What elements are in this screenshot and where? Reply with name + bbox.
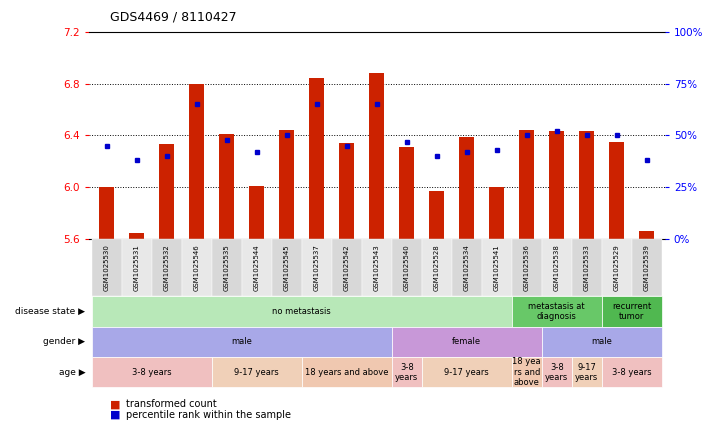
Text: 18 yea
rs and
above: 18 yea rs and above (513, 357, 541, 387)
Bar (279, 130, 294, 239)
Bar (459, 137, 474, 239)
Bar (220, 134, 235, 239)
Text: no metastasis: no metastasis (272, 307, 331, 316)
Bar (159, 144, 174, 239)
Bar (579, 132, 594, 239)
Text: GSM1025538: GSM1025538 (554, 244, 560, 291)
Text: GSM1025542: GSM1025542 (344, 244, 350, 291)
Text: GSM1025533: GSM1025533 (584, 244, 590, 291)
Text: 9-17
years: 9-17 years (575, 363, 599, 382)
Text: 3-8
years: 3-8 years (545, 363, 568, 382)
Bar (489, 187, 504, 239)
Text: transformed count: transformed count (126, 399, 217, 409)
Text: GSM1025543: GSM1025543 (374, 244, 380, 291)
Bar (429, 191, 444, 239)
Text: gender ▶: gender ▶ (43, 337, 85, 346)
Bar (129, 233, 144, 239)
Text: ■: ■ (110, 399, 121, 409)
Text: GSM1025546: GSM1025546 (194, 244, 200, 291)
Bar (309, 78, 324, 239)
Text: GSM1025536: GSM1025536 (524, 244, 530, 291)
Text: male: male (592, 337, 612, 346)
Text: GSM1025537: GSM1025537 (314, 244, 320, 291)
Text: GSM1025531: GSM1025531 (134, 244, 140, 291)
Text: GSM1025532: GSM1025532 (164, 244, 170, 291)
Bar (369, 73, 385, 239)
Text: 3-8 years: 3-8 years (132, 368, 171, 377)
Bar (609, 142, 624, 239)
Bar (189, 84, 204, 239)
Text: disease state ▶: disease state ▶ (16, 307, 85, 316)
Text: GSM1025544: GSM1025544 (254, 244, 260, 291)
Text: GSM1025539: GSM1025539 (643, 244, 650, 291)
Text: female: female (452, 337, 481, 346)
Text: GSM1025534: GSM1025534 (464, 244, 470, 291)
Text: recurrent
tumor: recurrent tumor (612, 302, 651, 321)
Text: 9-17 years: 9-17 years (444, 368, 489, 377)
Text: GDS4469 / 8110427: GDS4469 / 8110427 (110, 10, 237, 23)
Text: ■: ■ (110, 410, 121, 420)
Bar (550, 132, 565, 239)
Text: GSM1025529: GSM1025529 (614, 244, 620, 291)
Text: metastasis at
diagnosis: metastasis at diagnosis (528, 302, 585, 321)
Bar (100, 187, 114, 239)
Bar (639, 231, 654, 239)
Bar (250, 186, 264, 239)
Text: GSM1025545: GSM1025545 (284, 244, 290, 291)
Bar (519, 130, 534, 239)
Text: 18 years and above: 18 years and above (305, 368, 389, 377)
Text: GSM1025535: GSM1025535 (224, 244, 230, 291)
Bar (400, 147, 415, 239)
Text: 3-8 years: 3-8 years (612, 368, 651, 377)
Bar (339, 143, 354, 239)
Text: age ▶: age ▶ (59, 368, 85, 377)
Text: male: male (231, 337, 252, 346)
Text: GSM1025528: GSM1025528 (434, 244, 440, 291)
Text: percentile rank within the sample: percentile rank within the sample (126, 410, 291, 420)
Text: GSM1025540: GSM1025540 (404, 244, 410, 291)
Text: GSM1025530: GSM1025530 (104, 244, 110, 291)
Text: 3-8
years: 3-8 years (395, 363, 419, 382)
Text: GSM1025541: GSM1025541 (494, 244, 500, 291)
Text: 9-17 years: 9-17 years (235, 368, 279, 377)
